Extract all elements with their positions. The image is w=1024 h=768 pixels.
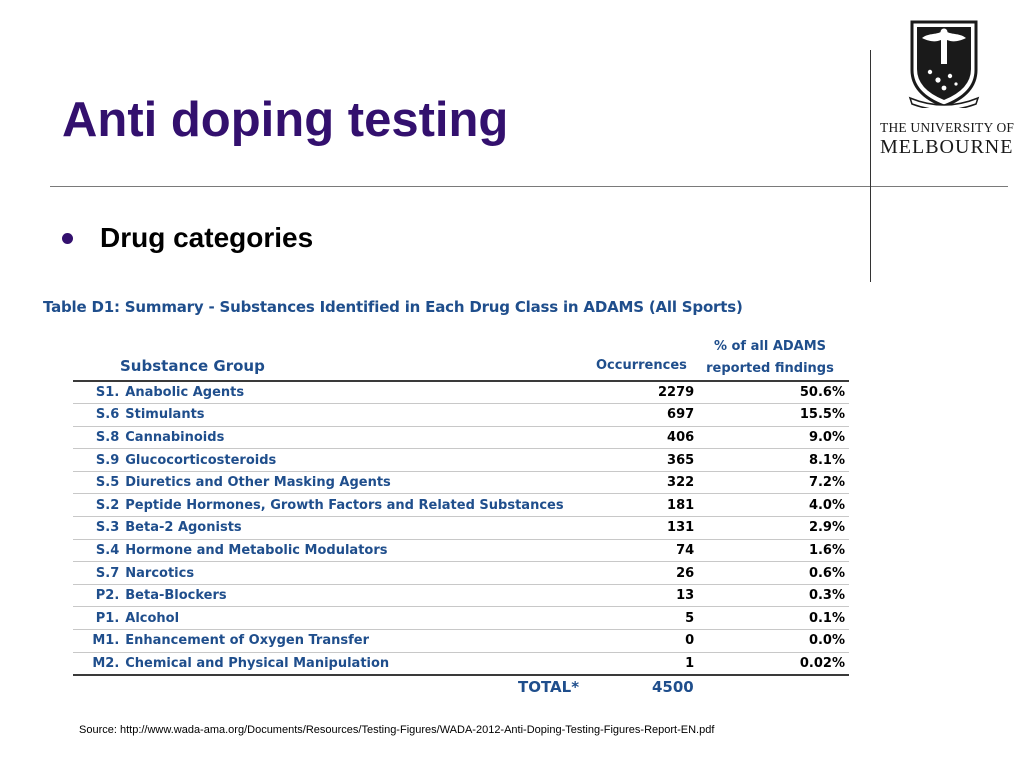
row-occurrences: 322 (667, 475, 695, 491)
row-percent: 7.2% (808, 475, 845, 491)
row-code: S1. (95, 385, 120, 401)
row-substance-name: Chemical and Physical Manipulation (125, 655, 390, 671)
row-occurrences: 406 (667, 429, 695, 445)
row-occurrences: 26 (676, 565, 695, 581)
row-percent: 0.6% (808, 565, 845, 581)
header-occurrences: Occurrences (596, 358, 687, 373)
university-logo: THE UNIVERSITY OF MELBOURNE (876, 18, 1015, 168)
table-row: S.6 Stimulants 697 15.5% (73, 404, 849, 427)
table-row: M1. Enhancement of Oxygen Transfer 0 0.0% (73, 630, 849, 653)
row-percent: 1.6% (808, 542, 845, 558)
row-occurrences: 697 (667, 407, 695, 423)
substance-table: S1. Anabolic Agents 2279 50.6% S.6 Stimulants… (73, 380, 849, 676)
row-percent: 15.5% (799, 407, 845, 423)
row-occurrences: 2279 (657, 385, 695, 401)
row-substance-name: Beta-Blockers (125, 588, 227, 604)
row-code: S.9 (95, 452, 120, 468)
row-percent: 9.0% (808, 429, 845, 445)
row-substance-name: Enhancement of Oxygen Transfer (125, 633, 369, 649)
row-percent: 0.3% (808, 588, 845, 604)
row-substance-name: Cannabinoids (125, 429, 225, 445)
table-row: S.3 Beta-2 Agonists 131 2.9% (73, 517, 849, 540)
bullet-text: Drug categories (100, 222, 314, 253)
row-code: S.2 (95, 497, 120, 513)
row-substance-name: Narcotics (125, 565, 195, 581)
header-percent: % of all ADAMS reported findings (706, 339, 834, 376)
row-substance-name: Glucocorticosteroids (125, 452, 277, 468)
table-row: S.8 Cannabinoids 406 9.0% (73, 426, 849, 449)
row-percent: 50.6% (799, 385, 845, 401)
row-code: S.4 (95, 542, 120, 558)
row-occurrences: 74 (676, 542, 695, 558)
row-substance-name: Alcohol (125, 610, 180, 626)
row-occurrences: 1 (685, 655, 695, 671)
row-percent: 0.02% (799, 655, 845, 671)
table-row: M2. Chemical and Physical Manipulation 1 0.… (73, 652, 849, 675)
row-substance-name: Stimulants (125, 407, 205, 423)
table-row: S.9 Glucocorticosteroids 365 8.1% (73, 449, 849, 472)
table-row: S.7 Narcotics 26 0.6% (73, 562, 849, 585)
slide-title: Anti doping testing (62, 93, 509, 147)
row-code: S.8 (95, 429, 120, 445)
row-code: S.5 (95, 475, 120, 491)
title-divider (50, 186, 1008, 187)
table-row: P2. Beta-Blockers 13 0.3% (73, 584, 849, 607)
table-row: P1. Alcohol 5 0.1% (73, 607, 849, 630)
row-percent: 8.1% (808, 452, 845, 468)
table-row: S.2 Peptide Hormones, Growth Factors and … (73, 494, 849, 517)
row-code: P1. (95, 610, 120, 626)
row-percent: 0.0% (808, 633, 845, 649)
row-substance-name: Beta-2 Agonists (125, 520, 242, 536)
row-substance-name: Hormone and Metabolic Modulators (125, 542, 388, 558)
logo-divider (870, 50, 871, 282)
table-row: S1. Anabolic Agents 2279 50.6% (73, 381, 849, 404)
source-citation: Source: http://www.wada-ama.org/Document… (79, 724, 715, 736)
row-substance-name: Peptide Hormones, Growth Factors and Rel… (125, 497, 564, 513)
university-name-line2: MELBOURNE (880, 136, 1014, 158)
bullet-item: Drug categories (62, 222, 313, 254)
row-substance-name: Diuretics and Other Masking Agents (125, 475, 391, 491)
row-occurrences: 181 (667, 497, 695, 513)
row-occurrences: 131 (667, 520, 695, 536)
bullet-dot-icon (62, 232, 73, 244)
university-name-line1: THE UNIVERSITY OF (880, 120, 1015, 135)
row-occurrences: 365 (667, 452, 695, 468)
row-code: M2. (92, 655, 120, 671)
table-row: S.5 Diuretics and Other Masking Agents 322… (73, 471, 849, 494)
total-value: 4500 (652, 678, 694, 696)
table-row: S.4 Hormone and Metabolic Modulators 74 1.6… (73, 539, 849, 562)
row-code: S.7 (95, 565, 120, 581)
row-percent: 2.9% (808, 520, 845, 536)
row-occurrences: 5 (685, 610, 695, 626)
row-percent: 0.1% (808, 610, 845, 626)
row-code: S.6 (95, 407, 120, 423)
row-code: M1. (92, 633, 120, 649)
university-crest-icon (908, 20, 980, 108)
row-percent: 4.0% (808, 497, 845, 513)
row-substance-name: Anabolic Agents (125, 385, 245, 401)
row-occurrences: 0 (685, 633, 695, 649)
header-substance-group: Substance Group (120, 357, 265, 375)
total-label: TOTAL* (518, 678, 580, 696)
row-code: P2. (95, 588, 120, 604)
row-occurrences: 13 (676, 588, 695, 604)
row-code: S.3 (95, 520, 120, 536)
table-caption: Table D1: Summary - Substances Identifie… (43, 298, 743, 316)
